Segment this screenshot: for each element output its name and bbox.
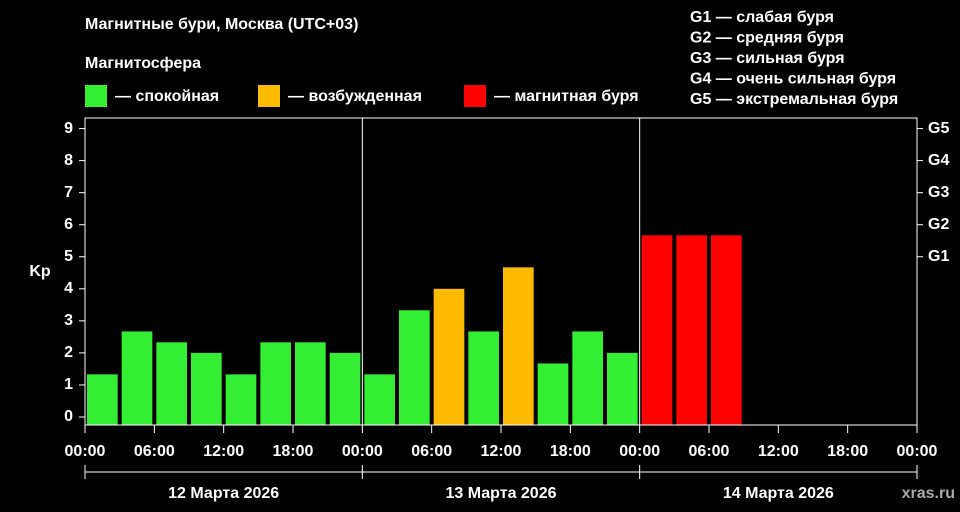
- storm-scale-item: G5 — экстремальная буря: [690, 91, 898, 108]
- legend-swatch: [85, 85, 107, 107]
- storm-scale-item: G4 — очень сильная буря: [690, 71, 896, 88]
- x-tick-label: 18:00: [550, 443, 591, 460]
- bar: [676, 235, 707, 425]
- x-tick-label: 00:00: [342, 443, 383, 460]
- y2-tick-label: G4: [928, 152, 949, 169]
- bar: [711, 235, 742, 425]
- day-label: 13 Марта 2026: [446, 485, 557, 502]
- bar: [364, 374, 395, 425]
- legend-label: — возбужденная: [288, 88, 422, 105]
- x-tick-label: 18:00: [273, 443, 314, 460]
- x-tick-label: 00:00: [65, 443, 106, 460]
- y-tick-label: 1: [64, 376, 73, 393]
- y-tick-label: 2: [64, 344, 73, 361]
- legend-label: — магнитная буря: [494, 88, 639, 105]
- storm-scale-item: G1 — слабая буря: [690, 9, 834, 26]
- y-tick-label: 8: [64, 152, 73, 169]
- bar: [295, 342, 326, 425]
- bar: [537, 363, 569, 425]
- storm-scale-item: G3 — сильная буря: [690, 50, 845, 67]
- y-tick-label: 3: [64, 312, 73, 329]
- y2-tick-label: G2: [928, 216, 949, 233]
- y2-tick-label: G1: [928, 248, 949, 265]
- y2-tick-label: G3: [928, 184, 949, 201]
- bar: [433, 288, 465, 425]
- bar: [641, 235, 673, 425]
- bar: [468, 331, 499, 425]
- y-tick-label: 7: [64, 184, 73, 201]
- bar: [191, 352, 222, 425]
- bar: [225, 374, 257, 425]
- y-axis-label: Kp: [29, 263, 51, 280]
- x-tick-label: 06:00: [689, 443, 730, 460]
- day-label: 12 Марта 2026: [168, 485, 279, 502]
- x-tick-label: 00:00: [897, 443, 938, 460]
- day-label: 14 Марта 2026: [723, 485, 834, 502]
- y-tick-label: 5: [64, 248, 73, 265]
- bar: [121, 331, 153, 425]
- bar: [503, 267, 534, 425]
- legend-title: Магнитосфера: [85, 55, 201, 72]
- legend-label: — спокойная: [115, 88, 219, 105]
- watermark: xras.ru: [902, 485, 955, 502]
- x-tick-label: 12:00: [203, 443, 244, 460]
- x-tick-label: 06:00: [411, 443, 452, 460]
- y-tick-label: 9: [64, 120, 73, 137]
- y-tick-label: 6: [64, 216, 73, 233]
- x-tick-label: 12:00: [758, 443, 799, 460]
- y-tick-label: 4: [64, 280, 73, 297]
- bar: [156, 342, 187, 425]
- x-tick-label: 06:00: [134, 443, 175, 460]
- y-tick-label: 0: [64, 408, 73, 425]
- y2-tick-label: G5: [928, 120, 949, 137]
- x-tick-label: 18:00: [827, 443, 868, 460]
- bar: [399, 310, 430, 425]
- x-tick-label: 00:00: [619, 443, 660, 460]
- chart-title: Магнитные бури, Москва (UTC+03): [85, 16, 358, 33]
- storm-scale-item: G2 — средняя буря: [690, 30, 844, 47]
- legend-swatch: [464, 85, 486, 107]
- bar: [607, 352, 638, 425]
- x-tick-label: 12:00: [481, 443, 522, 460]
- bar: [260, 342, 291, 425]
- bar: [572, 331, 603, 425]
- legend-swatch: [258, 85, 280, 107]
- bar: [87, 374, 118, 425]
- bar: [329, 352, 361, 425]
